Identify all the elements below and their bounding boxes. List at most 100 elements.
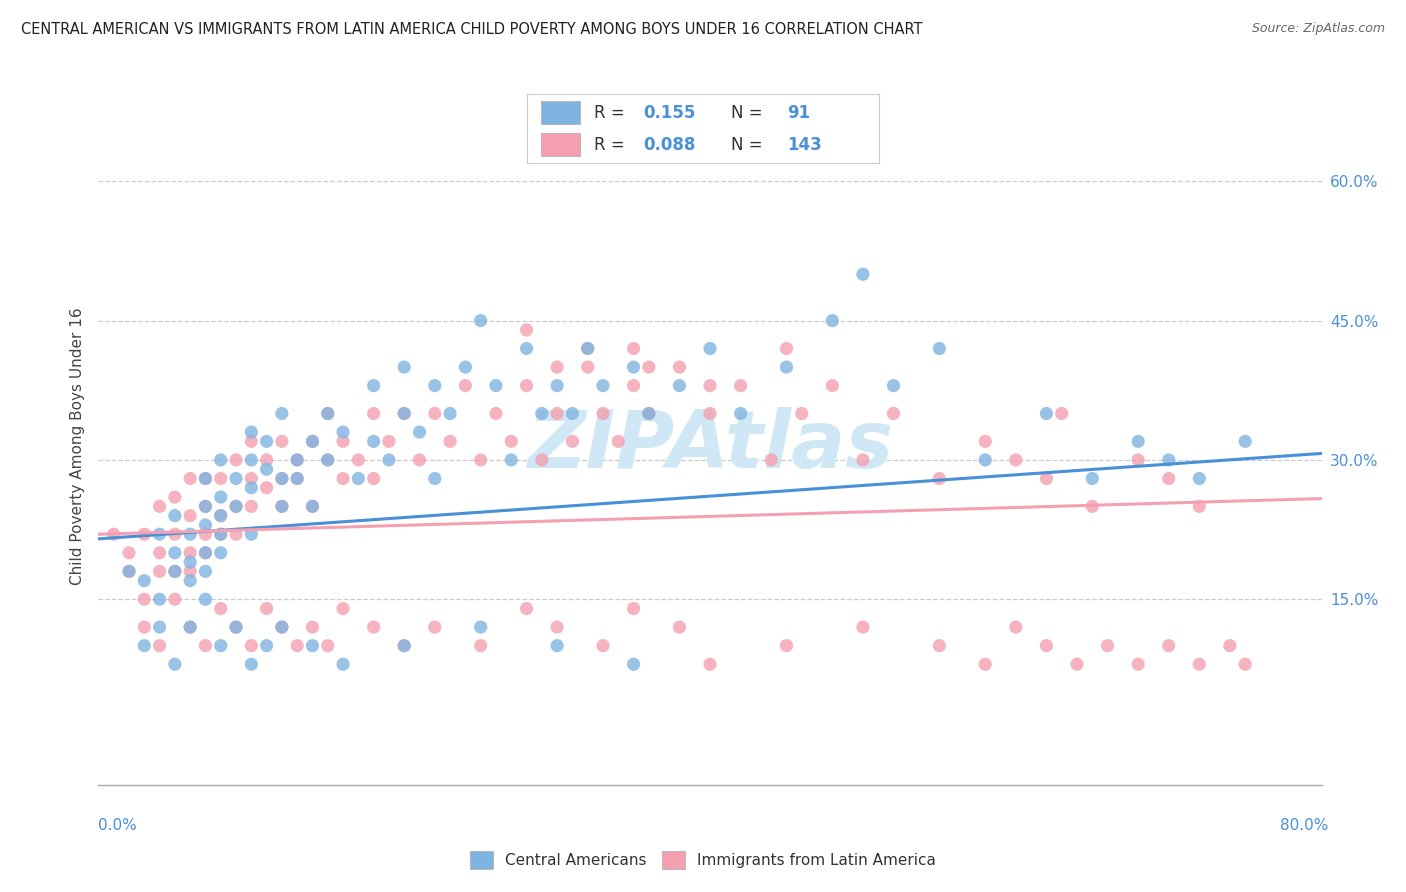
- Point: [194, 471, 217, 485]
- Point: [163, 546, 186, 560]
- Point: [1219, 639, 1241, 653]
- Point: [256, 462, 278, 476]
- Point: [363, 434, 385, 449]
- Point: [118, 565, 141, 579]
- Point: [163, 508, 186, 523]
- Point: [1004, 453, 1026, 467]
- Point: [240, 500, 263, 514]
- Text: 80.0%: 80.0%: [1281, 818, 1329, 832]
- Point: [347, 471, 370, 485]
- Point: [516, 342, 538, 356]
- Text: 0.088: 0.088: [644, 136, 696, 153]
- Point: [163, 490, 186, 504]
- Point: [163, 592, 186, 607]
- Point: [1128, 657, 1150, 672]
- Point: [408, 425, 430, 439]
- Point: [209, 508, 232, 523]
- Point: [209, 601, 232, 615]
- Point: [974, 657, 997, 672]
- Point: [423, 620, 446, 634]
- Point: [225, 500, 247, 514]
- Point: [928, 639, 950, 653]
- Point: [699, 657, 721, 672]
- Point: [668, 360, 690, 375]
- Point: [501, 453, 523, 467]
- Point: [1157, 639, 1180, 653]
- Point: [699, 342, 721, 356]
- Point: [149, 565, 172, 579]
- Point: [546, 360, 568, 375]
- Point: [1128, 434, 1150, 449]
- Point: [392, 360, 416, 375]
- Point: [363, 407, 385, 421]
- Point: [240, 434, 263, 449]
- Point: [392, 639, 416, 653]
- Point: [134, 574, 156, 588]
- Point: [730, 378, 752, 392]
- Point: [623, 601, 645, 615]
- Point: [928, 342, 950, 356]
- Point: [285, 453, 308, 467]
- Point: [209, 471, 232, 485]
- Text: 0.0%: 0.0%: [98, 818, 138, 832]
- Point: [592, 407, 614, 421]
- Point: [134, 620, 156, 634]
- Point: [118, 546, 141, 560]
- Point: [256, 481, 278, 495]
- Point: [592, 639, 614, 653]
- Point: [347, 453, 370, 467]
- Text: N =: N =: [731, 103, 768, 122]
- Point: [285, 471, 308, 485]
- Point: [852, 453, 875, 467]
- Point: [316, 407, 339, 421]
- Point: [209, 639, 232, 653]
- Point: [1066, 657, 1088, 672]
- Point: [423, 378, 446, 392]
- Point: [163, 527, 186, 541]
- Point: [623, 657, 645, 672]
- Point: [470, 453, 492, 467]
- Point: [1128, 453, 1150, 467]
- Point: [225, 620, 247, 634]
- Point: [209, 490, 232, 504]
- Point: [1157, 471, 1180, 485]
- Point: [454, 378, 477, 392]
- Point: [163, 565, 186, 579]
- Point: [240, 639, 263, 653]
- Point: [592, 378, 614, 392]
- Point: [103, 527, 125, 541]
- Point: [285, 639, 308, 653]
- Point: [270, 471, 292, 485]
- Point: [240, 425, 263, 439]
- Text: Source: ZipAtlas.com: Source: ZipAtlas.com: [1251, 22, 1385, 36]
- Point: [285, 453, 308, 467]
- Point: [623, 378, 645, 392]
- Point: [225, 620, 247, 634]
- Point: [149, 527, 172, 541]
- Point: [134, 592, 156, 607]
- Point: [332, 425, 354, 439]
- Point: [240, 471, 263, 485]
- Point: [363, 620, 385, 634]
- Point: [270, 471, 292, 485]
- Point: [576, 342, 599, 356]
- Point: [607, 434, 630, 449]
- Point: [256, 639, 278, 653]
- Point: [256, 601, 278, 615]
- Text: 91: 91: [787, 103, 810, 122]
- Point: [301, 620, 323, 634]
- Point: [209, 453, 232, 467]
- Point: [363, 471, 385, 485]
- Point: [332, 601, 354, 615]
- Point: [209, 508, 232, 523]
- Text: 0.155: 0.155: [644, 103, 696, 122]
- Point: [163, 565, 186, 579]
- Point: [301, 639, 323, 653]
- Point: [516, 378, 538, 392]
- Point: [301, 434, 323, 449]
- Point: [623, 342, 645, 356]
- Text: ZIPAtlas: ZIPAtlas: [527, 407, 893, 485]
- Point: [240, 527, 263, 541]
- Point: [179, 620, 201, 634]
- Point: [485, 407, 508, 421]
